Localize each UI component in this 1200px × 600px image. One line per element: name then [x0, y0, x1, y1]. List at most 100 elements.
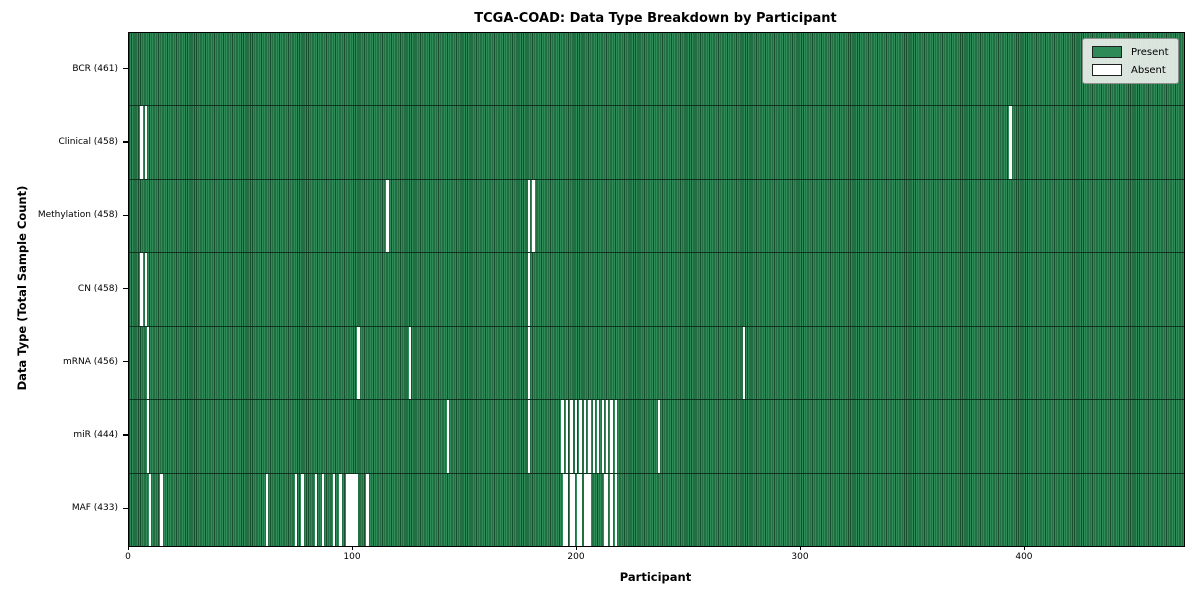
absent-mark [614, 473, 618, 546]
legend-present-swatch [1092, 46, 1122, 58]
x-tick-label: 200 [567, 552, 585, 562]
legend-absent-label: Absent [1131, 64, 1166, 76]
absent-mark [366, 473, 369, 546]
absent-mark [144, 253, 148, 326]
legend-absent-swatch [1092, 64, 1122, 76]
x-tick-mark [351, 546, 354, 550]
x-axis: 0 100 200 300 400 [125, 546, 1183, 572]
absent-mark [149, 473, 152, 546]
absent-mark [332, 473, 336, 546]
y-tick-label: CN (458) [77, 283, 118, 294]
x-tick-mark [1023, 546, 1026, 550]
x-tick-mark [575, 546, 578, 550]
absent-mark [146, 400, 150, 473]
absent-mark [321, 473, 324, 546]
y-axis: BCR (461) Clinical (458) Methylation (458)… [0, 32, 128, 545]
y-tick-label: BCR (461) [72, 63, 118, 74]
absent-mark [1009, 106, 1012, 179]
absent-mark [574, 400, 578, 473]
absent-mark [585, 473, 589, 546]
absent-mark [386, 179, 389, 253]
absent-mark [579, 400, 582, 473]
absent-mark [570, 473, 573, 546]
absent-mark [576, 473, 580, 546]
absent-mark [355, 473, 358, 546]
absent-mark [160, 473, 163, 546]
y-tick-label: mRNA (456) [63, 356, 118, 367]
y-tick-label: Methylation (458) [37, 210, 118, 221]
row-methylation [129, 178, 1184, 253]
absent-mark [565, 473, 569, 546]
absent-mark [527, 253, 531, 326]
y-tick-label: miR (444) [73, 430, 118, 441]
absent-mark [140, 106, 143, 179]
legend-entry-present: Present [1092, 46, 1169, 58]
absent-mark [588, 473, 591, 546]
absent-mark [532, 179, 535, 253]
absent-mark [601, 400, 604, 473]
absent-mark [614, 400, 618, 473]
absent-mark [588, 400, 591, 473]
absent-mark [657, 400, 660, 473]
absent-mark [606, 400, 609, 473]
y-tick-mark [123, 214, 128, 216]
absent-mark [357, 326, 360, 400]
x-axis-title: Participant [619, 570, 692, 584]
absent-mark [583, 400, 587, 473]
x-tick-label: 100 [343, 552, 361, 562]
absent-mark [527, 179, 531, 253]
row-mrna [129, 325, 1184, 400]
absent-mark [350, 473, 354, 546]
x-tick-mark [128, 546, 130, 550]
absent-mark [140, 253, 143, 326]
x-tick-label: 400 [1015, 552, 1033, 562]
absent-mark [352, 473, 356, 546]
absent-mark [527, 326, 531, 400]
absent-mark [339, 473, 342, 546]
absent-mark [561, 400, 564, 473]
absent-mark [144, 106, 148, 179]
absent-mark [610, 473, 613, 546]
absent-mark [265, 473, 268, 546]
chart-title: TCGA-COAD: Data Type Breakdown by Partic… [474, 11, 837, 26]
absent-mark [527, 400, 531, 473]
absent-mark [610, 400, 613, 473]
x-tick-mark [799, 546, 802, 550]
absent-mark [597, 400, 600, 473]
absent-mark [565, 400, 569, 473]
x-tick-label: 300 [791, 552, 809, 562]
absent-mark [603, 473, 607, 546]
absent-mark [572, 473, 575, 546]
absent-mark [579, 473, 582, 546]
absent-mark [742, 326, 746, 400]
row-clinical [129, 105, 1184, 179]
y-tick-mark [123, 507, 128, 509]
absent-mark [592, 400, 595, 473]
legend-entry-absent: Absent [1092, 64, 1169, 76]
x-tick-label: 0 [125, 552, 131, 562]
absent-mark [563, 473, 566, 546]
absent-mark [314, 473, 318, 546]
row-maf [129, 472, 1184, 546]
y-tick-mark [123, 287, 128, 290]
y-tick-mark [123, 68, 128, 70]
row-cn [129, 252, 1184, 326]
y-tick-mark [123, 434, 128, 436]
legend-present-label: Present [1131, 46, 1169, 58]
row-mir [129, 399, 1184, 473]
y-tick-mark [123, 141, 128, 143]
absent-mark [294, 473, 298, 546]
legend: Present Absent [1082, 38, 1179, 84]
y-tick-label: MAF (433) [71, 503, 118, 514]
plot-area [128, 32, 1185, 547]
absent-mark [606, 473, 609, 546]
absent-mark [570, 400, 573, 473]
row-bcr [129, 33, 1184, 106]
y-tick-mark [123, 361, 128, 363]
absent-mark [348, 473, 351, 546]
absent-mark [408, 326, 412, 400]
absent-mark [346, 473, 349, 546]
absent-mark [146, 326, 150, 400]
absent-mark [583, 473, 587, 546]
